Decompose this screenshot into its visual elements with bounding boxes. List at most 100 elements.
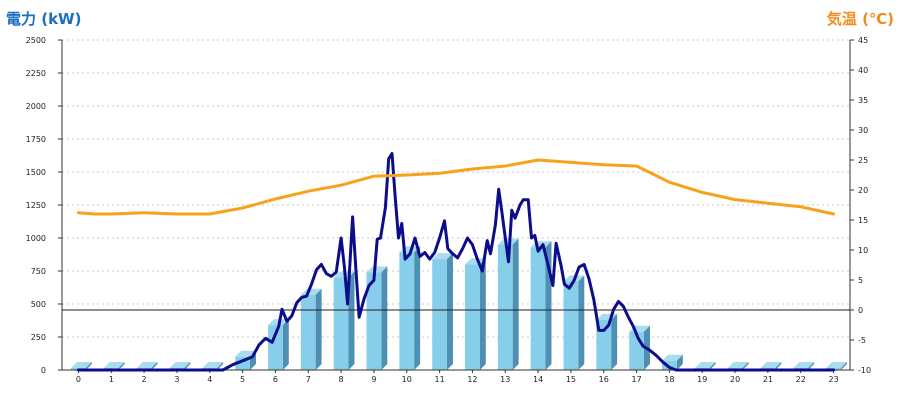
right-tick-label: 20 [858,186,868,195]
power-bar [563,275,585,370]
power-bar-side [775,362,782,370]
power-bar-front [465,264,480,370]
power-bar-side [446,253,453,370]
power-bar-side [414,246,421,370]
left-tick-label: 2250 [26,69,46,78]
power-bar-side [512,238,519,370]
power-bar-top [169,362,191,368]
left-tick-label: 500 [31,300,46,309]
power-bar-top [760,362,782,368]
power-bar [300,288,322,370]
x-tick-label: 19 [697,375,707,384]
power-bar-top [300,288,322,295]
x-tick-label: 3 [174,375,179,384]
right-axis-title: 気温 (℃) [827,10,894,28]
power-bar-top [202,362,224,368]
right-tick-label: 45 [858,36,868,45]
power-bar-side [479,258,486,370]
power-bar-side [217,362,224,370]
right-tick-label: 35 [858,96,868,105]
x-tick-label: 2 [142,375,147,384]
power-bar-side [709,362,716,370]
power-bar [497,238,519,370]
x-tick-label: 10 [402,375,412,384]
power-bar-front [333,277,349,370]
power-bar-side [578,275,585,370]
power-bar-side [184,362,191,370]
left-axis-title: 電力 (kW) [6,10,81,28]
x-tick-label: 17 [631,375,641,384]
right-tick-label: 10 [858,246,868,255]
power-bar-top [662,354,683,361]
right-tick-label: 30 [858,126,868,135]
temperature-line [76,158,836,216]
x-tick-label: 21 [763,375,773,384]
x-tick-label: 0 [76,375,81,384]
power-bar-front [366,272,382,370]
power-bar-top [694,362,716,368]
power-bar-side [151,362,158,370]
power-bar-front [300,294,316,370]
power-bar [596,313,618,370]
left-tick-label: 1250 [26,201,46,210]
power-bar-side [118,362,125,370]
x-tick-label: 13 [500,375,510,384]
power-bar [333,271,355,370]
power-bar-top [465,258,486,265]
tick-labels: 02505007501000125015001750200022502500-1… [26,36,871,384]
x-tick-label: 5 [240,375,245,384]
left-tick-label: 750 [31,267,46,276]
power-bar-side [282,319,289,370]
power-bar-front [497,244,513,370]
power-bar-top [727,362,749,368]
power-bar-side [348,271,355,370]
power-bar [465,258,486,370]
power-bar-top [235,350,256,357]
power-bar-side [742,362,749,370]
x-tick-label: 9 [371,375,376,384]
left-tick-label: 1000 [26,234,46,243]
left-tick-label: 1500 [26,168,46,177]
right-tick-label: 15 [858,216,868,225]
power-bar-front [596,319,612,370]
power-bar-side [676,354,683,370]
x-tick-label: 4 [207,375,212,384]
right-tick-label: 5 [858,276,863,285]
right-tick-label: -10 [858,366,871,375]
power-bar-top [366,266,388,273]
power-bar-front [268,325,283,370]
power-bar [399,246,421,370]
power-bar-top [71,362,92,368]
power-bar-top [136,362,158,368]
left-tick-label: 2500 [26,36,46,45]
axes [58,39,854,373]
right-tick-label: 40 [858,66,868,75]
right-tick-label: -5 [858,336,866,345]
x-tick-label: 15 [566,375,576,384]
right-tick-label: 0 [858,306,863,315]
power-bar-top [826,362,847,368]
x-tick-label: 16 [599,375,609,384]
power-bar-side [611,313,618,370]
x-tick-label: 7 [306,375,311,384]
power-bar-front [432,259,447,370]
power-bar-side [808,362,815,370]
power-line [76,152,836,372]
x-tick-label: 6 [273,375,278,384]
power-bar-front [530,247,546,370]
power-bar-side [315,288,322,370]
left-tick-label: 0 [41,366,46,375]
right-tick-label: 25 [858,156,868,165]
x-tick-label: 14 [533,375,543,384]
power-bar-top [103,362,125,368]
x-tick-label: 8 [339,375,344,384]
power-bar [662,354,683,370]
power-bar-top [497,238,519,245]
power-bar-top [432,253,453,260]
x-tick-label: 11 [434,375,444,384]
x-tick-label: 12 [467,375,477,384]
x-tick-label: 1 [109,375,114,384]
power-bar-side [381,266,388,370]
power-bar [366,266,388,370]
